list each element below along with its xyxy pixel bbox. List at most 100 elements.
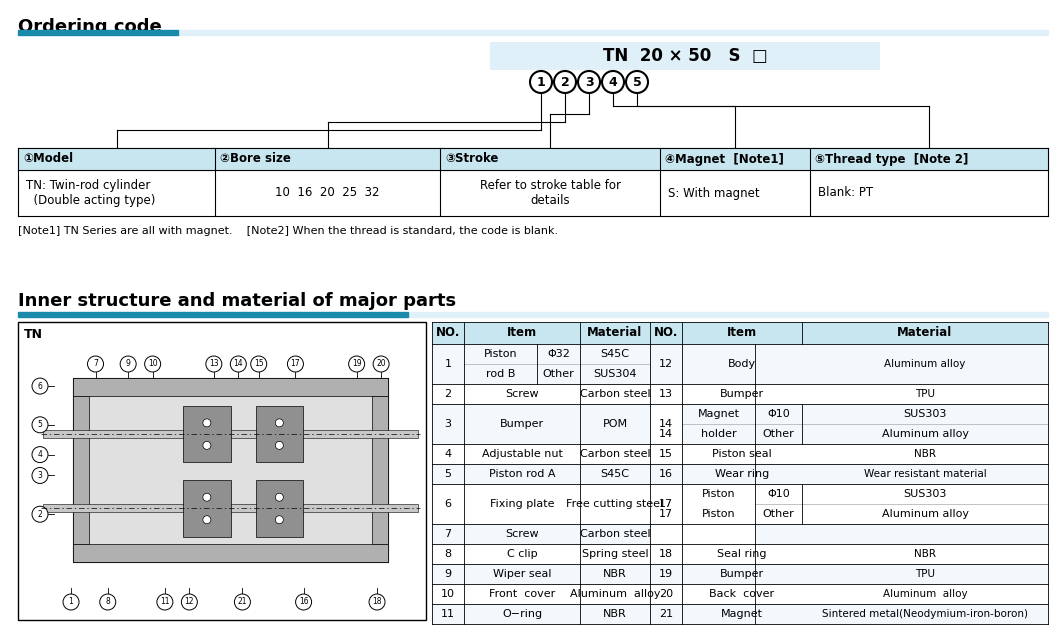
Bar — [432, 404, 1048, 444]
Text: Aluminum  alloy: Aluminum alloy — [883, 589, 968, 599]
Text: ①Model: ①Model — [23, 153, 73, 165]
Circle shape — [554, 71, 576, 93]
Text: rod B: rod B — [485, 369, 515, 379]
Text: NO.: NO. — [654, 326, 678, 340]
Bar — [255, 480, 303, 537]
Text: Other: Other — [762, 429, 794, 439]
Text: 11: 11 — [160, 597, 170, 607]
Text: TN: TN — [24, 328, 43, 341]
Text: Aluminum  alloy: Aluminum alloy — [570, 589, 660, 599]
Text: Spring steel: Spring steel — [582, 549, 649, 559]
Bar — [432, 604, 1048, 624]
Bar — [73, 378, 388, 562]
Text: 10: 10 — [441, 589, 455, 599]
Text: 5: 5 — [633, 76, 641, 88]
Circle shape — [602, 71, 624, 93]
Text: 3: 3 — [37, 471, 42, 480]
Bar — [18, 312, 408, 317]
Bar — [432, 322, 1048, 344]
Text: 8: 8 — [444, 549, 452, 559]
Circle shape — [578, 71, 600, 93]
Text: 19: 19 — [659, 569, 673, 579]
Bar — [432, 464, 1048, 484]
Text: Item: Item — [727, 326, 757, 340]
Bar — [73, 378, 388, 396]
Text: 17: 17 — [659, 509, 673, 519]
Circle shape — [530, 71, 552, 93]
Text: ②Bore size: ②Bore size — [220, 153, 290, 165]
Text: 19: 19 — [352, 359, 361, 368]
Bar — [432, 344, 1048, 384]
Text: Body: Body — [728, 359, 756, 369]
Text: 4: 4 — [37, 450, 42, 459]
Text: Φ10: Φ10 — [767, 489, 790, 499]
Bar — [255, 406, 303, 462]
Text: 10  16  20  25  32: 10 16 20 25 32 — [276, 186, 379, 200]
Text: Aluminum alloy: Aluminum alloy — [882, 429, 969, 439]
Text: Fixing plate: Fixing plate — [490, 499, 554, 509]
Text: 10: 10 — [147, 359, 158, 368]
Text: 7: 7 — [93, 359, 98, 368]
Text: 21: 21 — [659, 609, 673, 619]
Bar — [372, 396, 388, 544]
Text: TPU: TPU — [915, 569, 935, 579]
Text: Piston: Piston — [702, 489, 736, 499]
Bar — [490, 42, 880, 70]
Text: 12: 12 — [659, 359, 673, 369]
Circle shape — [100, 594, 116, 610]
Bar — [183, 406, 230, 462]
Text: Back  cover: Back cover — [709, 589, 775, 599]
Text: Material: Material — [898, 326, 953, 340]
Bar — [650, 404, 682, 464]
Circle shape — [276, 419, 283, 427]
Text: 13: 13 — [209, 359, 218, 368]
Text: Piston seal: Piston seal — [712, 449, 772, 459]
Circle shape — [202, 419, 211, 427]
Text: Wear resistant material: Wear resistant material — [864, 469, 987, 479]
Circle shape — [32, 506, 48, 522]
Text: 3: 3 — [585, 76, 594, 88]
Text: Ordering code: Ordering code — [18, 18, 162, 36]
Text: 11: 11 — [441, 609, 455, 619]
Text: 15: 15 — [659, 449, 673, 459]
Text: 1: 1 — [444, 359, 452, 369]
Text: TN  20 × 50   S  □: TN 20 × 50 S □ — [603, 47, 767, 65]
Bar — [18, 30, 178, 35]
Text: Other: Other — [762, 509, 794, 519]
Text: Free cutting steel: Free cutting steel — [566, 499, 664, 509]
Text: 9: 9 — [444, 569, 452, 579]
Text: 1: 1 — [536, 76, 546, 88]
Text: Seal ring: Seal ring — [718, 549, 766, 559]
Text: Wear ring: Wear ring — [714, 469, 770, 479]
Circle shape — [349, 356, 365, 372]
Text: 12: 12 — [184, 597, 194, 607]
Text: Refer to stroke table for
details: Refer to stroke table for details — [479, 179, 620, 207]
Text: NO.: NO. — [436, 326, 460, 340]
Text: Carbon steel: Carbon steel — [580, 449, 651, 459]
Bar — [18, 148, 1048, 170]
Bar — [43, 504, 418, 513]
Circle shape — [181, 594, 197, 610]
Text: 6: 6 — [37, 382, 42, 391]
Text: Front  cover: Front cover — [489, 589, 555, 599]
Text: NBR: NBR — [914, 449, 936, 459]
Text: Magnet: Magnet — [721, 609, 763, 619]
Text: Aluminum alloy: Aluminum alloy — [884, 359, 966, 369]
Text: Piston: Piston — [483, 349, 517, 359]
Text: ③Stroke: ③Stroke — [445, 153, 498, 165]
Circle shape — [32, 467, 48, 483]
Bar — [183, 480, 230, 537]
Circle shape — [202, 494, 211, 501]
Circle shape — [206, 356, 222, 372]
Text: Magnet: Magnet — [697, 409, 740, 419]
Text: 14: 14 — [659, 419, 673, 429]
Text: 21: 21 — [237, 597, 247, 607]
Text: TPU: TPU — [915, 389, 935, 399]
Text: NBR: NBR — [914, 549, 936, 559]
Bar — [432, 524, 1048, 544]
Text: Φ10: Φ10 — [767, 409, 790, 419]
Circle shape — [144, 356, 161, 372]
Text: 15: 15 — [254, 359, 264, 368]
Text: 6: 6 — [444, 499, 452, 509]
Text: Inner structure and material of major parts: Inner structure and material of major pa… — [18, 292, 456, 310]
